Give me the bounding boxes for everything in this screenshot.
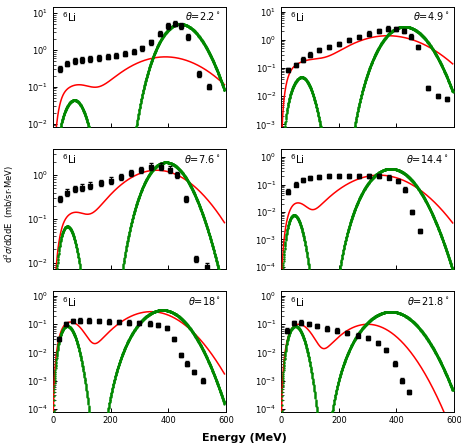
Text: $\theta$=7.6$^\circ$: $\theta$=7.6$^\circ$	[184, 153, 221, 165]
Text: $^6$Li: $^6$Li	[290, 295, 305, 308]
Text: Energy (MeV): Energy (MeV)	[202, 433, 287, 443]
Text: $^6$Li: $^6$Li	[62, 10, 77, 24]
Text: d$^2\sigma$/d$\Omega$dE  (mb/sr$\cdot$MeV): d$^2\sigma$/d$\Omega$dE (mb/sr$\cdot$MeV…	[2, 165, 16, 263]
Text: $^6$Li: $^6$Li	[62, 153, 77, 166]
Text: $\theta$=21.8$^\circ$: $\theta$=21.8$^\circ$	[407, 295, 449, 307]
Text: $^6$Li: $^6$Li	[290, 10, 305, 24]
Text: $\theta$=4.9$^\circ$: $\theta$=4.9$^\circ$	[413, 10, 449, 22]
Text: $^6$Li: $^6$Li	[62, 295, 77, 308]
Text: $^6$Li: $^6$Li	[290, 153, 305, 166]
Text: $\theta$=18$^\circ$: $\theta$=18$^\circ$	[188, 295, 221, 307]
Text: $\theta$=2.2$^\circ$: $\theta$=2.2$^\circ$	[185, 10, 221, 22]
Text: $\theta$=14.4$^\circ$: $\theta$=14.4$^\circ$	[407, 153, 449, 165]
